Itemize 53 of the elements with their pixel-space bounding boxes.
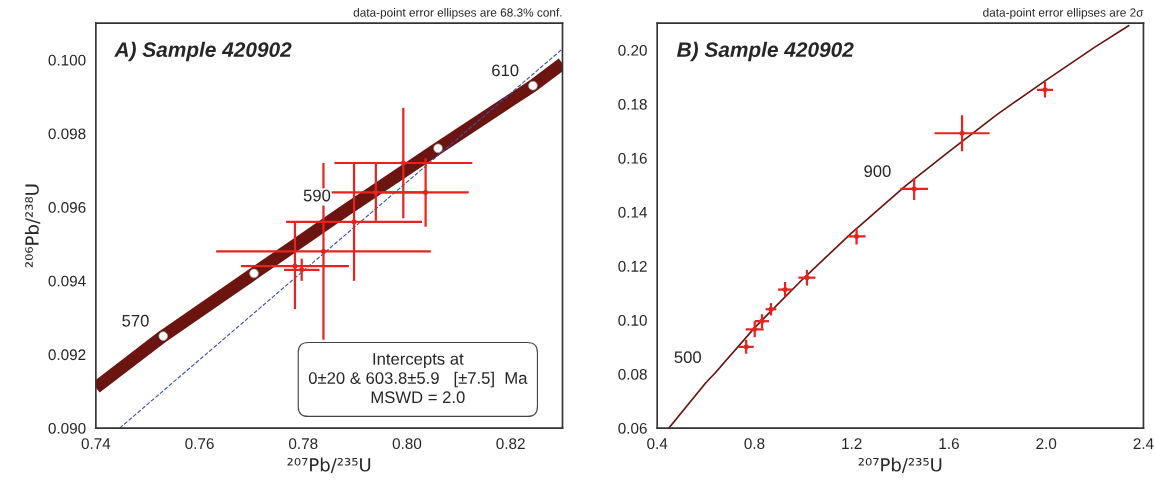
x-tick-label: 0.82: [496, 438, 525, 450]
point: [959, 130, 965, 136]
y-tick-label: 0.06: [618, 422, 647, 434]
x-tick-label: 0.78: [288, 438, 318, 450]
text: B) Sample 420902: [677, 41, 854, 62]
point: [782, 286, 788, 293]
x-tick-label: 0.76: [185, 438, 214, 450]
x-tick-label: 2.4: [1133, 438, 1154, 449]
x-tick-label: 1.2: [842, 438, 862, 449]
x-axis-title: ²⁰⁷Pb/²³⁵U: [287, 457, 371, 473]
y-axis-title: ²⁰⁶Pb/²³⁸U: [24, 184, 41, 268]
line-series: [668, 24, 1131, 429]
text: A) Sample 420902: [114, 41, 292, 62]
point: [373, 189, 379, 196]
y-tick-label: 0.20: [618, 44, 647, 56]
text: data-point error ellipses are 2σ: [983, 8, 1144, 20]
y-tick-label: 0.098: [48, 128, 86, 140]
annotation: 900: [864, 165, 891, 178]
point: [752, 326, 758, 332]
point: [299, 267, 305, 273]
x-tick-label: 0.4: [647, 438, 668, 450]
y-tick-label: 0.12: [618, 260, 647, 272]
point: [320, 248, 327, 254]
y-tick-label: 0.100: [48, 54, 86, 66]
y-tick-label: 0.090: [48, 422, 86, 434]
y-tick-label: 0.18: [618, 98, 647, 110]
x-tick-label: 0.80: [392, 438, 422, 450]
annotation: 590: [303, 189, 331, 202]
x-axis-title: ²⁰⁷Pb/²³⁵U: [858, 457, 942, 473]
point: [400, 160, 406, 166]
y-tick-label: 0.092: [48, 349, 86, 361]
point: [292, 263, 298, 269]
point: [423, 189, 429, 196]
y-tick-label: 0.10: [618, 314, 647, 326]
x-tick-label: 2.0: [1036, 438, 1057, 450]
annotation: 610: [492, 64, 519, 77]
text: data-point error ellipses are 68.3% conf.: [353, 8, 562, 20]
x-tick-label: 0.74: [81, 438, 111, 450]
y-tick-label: 0.094: [48, 275, 86, 287]
x-tick-label: 0.8: [744, 438, 765, 450]
y-tick-label: 0.08: [618, 368, 647, 380]
y-tick-label: 0.16: [618, 152, 647, 164]
annotation: Intercepts at 0±20 & 603.8±5.9 [±7.5] Ma MSWD = 2.0: [308, 353, 528, 404]
point: [853, 233, 860, 239]
point: [743, 344, 749, 350]
point: [804, 275, 810, 281]
annotation: 500: [674, 351, 702, 364]
y-tick-label: 0.096: [48, 202, 86, 213]
point: [351, 219, 357, 225]
x-tick-label: 1.6: [939, 438, 959, 450]
point: [911, 186, 917, 192]
y-tick-label: 0.14: [618, 206, 648, 218]
annotation: 570: [122, 314, 149, 327]
